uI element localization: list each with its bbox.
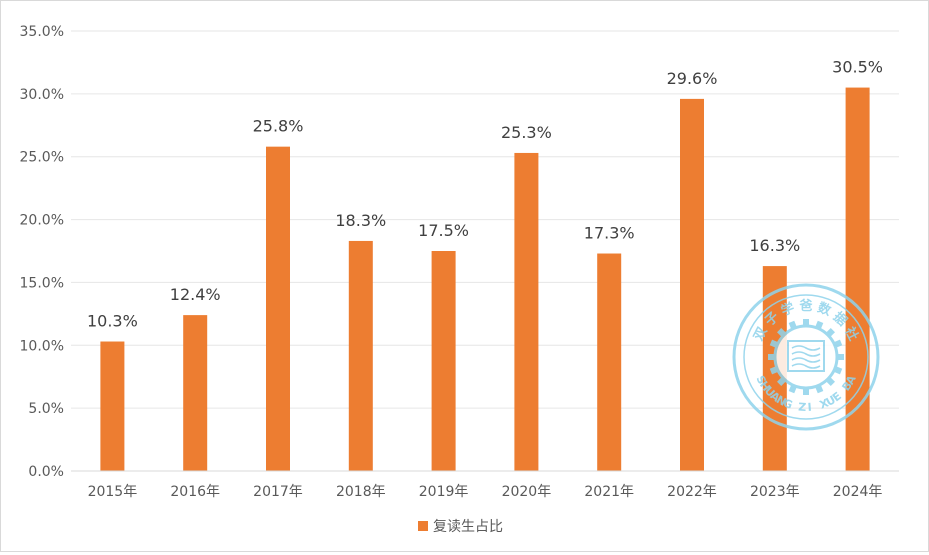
data-label: 10.3% — [87, 312, 138, 331]
x-tick-label: 2019年 — [419, 484, 469, 500]
svg-text:爸: 爸 — [798, 298, 812, 314]
svg-text:学: 学 — [779, 300, 797, 320]
svg-text:社: 社 — [841, 324, 862, 344]
bar — [514, 152, 539, 471]
y-tick-label: 30.0% — [20, 87, 64, 103]
x-tick-label: 2017年 — [253, 484, 303, 500]
data-label: 12.4% — [170, 285, 221, 304]
svg-text:I: I — [807, 401, 812, 414]
data-label: 30.5% — [832, 58, 883, 77]
data-label: 18.3% — [335, 211, 386, 230]
svg-text:G: G — [781, 396, 794, 411]
x-axis-tick-labels: 2015年 2016年 2017年 2018年 2019年 2020年 2021年 2022年… — [88, 484, 883, 500]
x-tick-label: 2020年 — [502, 484, 552, 500]
bar — [266, 146, 290, 471]
y-tick-label: 10.0% — [20, 338, 64, 354]
bar — [100, 341, 125, 471]
svg-text:Z: Z — [798, 401, 807, 415]
x-tick-label: 2018年 — [336, 484, 386, 500]
svg-text:数: 数 — [815, 300, 834, 320]
legend-swatch — [418, 521, 428, 531]
bar — [680, 98, 704, 471]
y-tick-label: 35.0% — [20, 24, 64, 40]
y-tick-label: 0.0% — [28, 464, 64, 480]
y-tick-label: 5.0% — [28, 401, 64, 417]
x-tick-label: 2021年 — [584, 484, 634, 500]
data-label: 17.5% — [418, 221, 469, 240]
data-labels: 10.3% 12.4% 25.8% 18.3% 17.5% 25.3% 17.3% 29.6%… — [87, 58, 883, 331]
x-tick-label: 2015年 — [88, 484, 138, 500]
x-tick-label: 2022年 — [667, 484, 717, 500]
y-axis-tick-labels: 0.0% 5.0% 10.0% 15.0% 20.0% 25.0% 30.0% 35.0% — [20, 24, 64, 480]
bars — [100, 87, 870, 472]
y-tick-label: 20.0% — [20, 213, 64, 229]
x-tick-label: 2023年 — [750, 484, 800, 500]
bar — [183, 315, 208, 471]
x-tick-label: 2024年 — [833, 484, 883, 500]
bar — [597, 253, 622, 471]
bar — [348, 240, 373, 471]
svg-text:双: 双 — [751, 325, 770, 343]
y-tick-label: 15.0% — [20, 275, 64, 291]
data-label: 25.3% — [501, 123, 552, 142]
x-tick-label: 2016年 — [170, 484, 220, 500]
gridlines — [71, 30, 899, 409]
data-label: 29.6% — [667, 69, 718, 88]
data-label: 16.3% — [749, 236, 800, 255]
bar — [431, 251, 456, 471]
legend: 复读生占比 — [418, 518, 503, 535]
y-tick-label: 25.0% — [20, 150, 64, 166]
data-label: 25.8% — [253, 117, 304, 136]
legend-label-series: 复读生占比 — [433, 518, 503, 535]
data-label: 17.3% — [584, 224, 635, 243]
